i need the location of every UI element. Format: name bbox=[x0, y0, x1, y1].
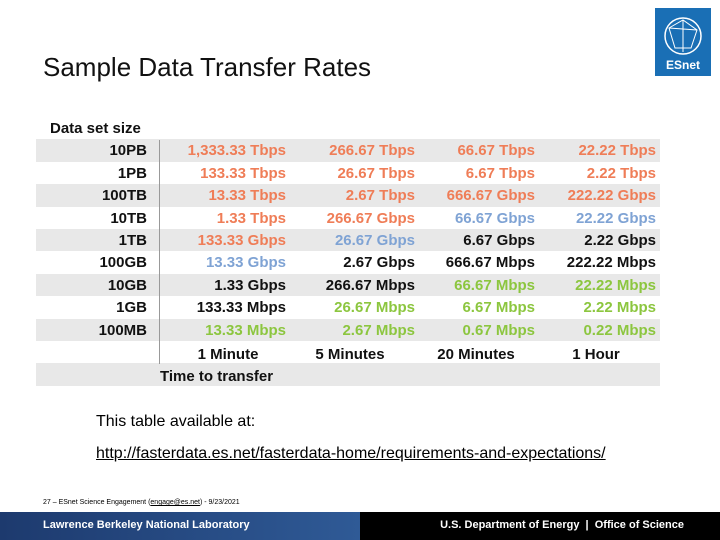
rate-cell: 1,333.33 Tbps bbox=[187, 142, 286, 160]
size-label: 100GB bbox=[99, 254, 147, 272]
rate-cell: 26.67 Mbps bbox=[334, 299, 415, 317]
rate-cell: 66.67 Mbps bbox=[454, 276, 535, 294]
rate-cell: 22.22 Gbps bbox=[575, 209, 656, 227]
rate-cell: 22.22 Tbps bbox=[578, 142, 656, 160]
rate-cell: 2.67 Gbps bbox=[343, 254, 415, 272]
rate-cell: 26.67 Tbps bbox=[337, 164, 415, 182]
rate-cell: 1.33 Gbps bbox=[214, 276, 286, 294]
rate-cell: 26.67 Gbps bbox=[334, 232, 415, 249]
note-link[interactable]: http://fasterdata.es.net/fasterdata-home… bbox=[96, 445, 606, 462]
rate-cell: 222.22 Mbps bbox=[566, 254, 656, 272]
rate-cell: 222.22 Gbps bbox=[567, 187, 656, 205]
rate-cell: 133.33 Tbps bbox=[200, 164, 286, 182]
rate-cell: 13.33 Tbps bbox=[208, 187, 286, 205]
rate-cell: 2.22 Tbps bbox=[586, 164, 656, 182]
rate-cell: 0.67 Mbps bbox=[462, 321, 535, 339]
logo: ESnet bbox=[655, 8, 711, 76]
size-label: 1PB bbox=[117, 164, 147, 182]
corner-header: Data set size bbox=[50, 120, 141, 137]
rate-cell: 6.67 Gbps bbox=[463, 232, 535, 249]
rate-cell: 2.22 Mbps bbox=[583, 299, 656, 317]
note-text: This table available at: bbox=[96, 413, 256, 430]
row-stripe bbox=[36, 318, 660, 341]
rate-cell: 2.67 Tbps bbox=[345, 187, 415, 205]
row-stripe bbox=[36, 184, 660, 207]
rate-cell: 22.22 Mbps bbox=[575, 276, 656, 294]
size-label: 10TB bbox=[110, 209, 147, 227]
footer-date: ) - 9/23/2021 bbox=[199, 499, 240, 506]
logo-graphic bbox=[664, 17, 702, 55]
rate-cell: 6.67 Tbps bbox=[465, 164, 535, 182]
footer-left: Lawrence Berkeley National Laboratory bbox=[0, 512, 360, 540]
row-stripe bbox=[36, 139, 660, 162]
rate-cell: 66.67 Tbps bbox=[457, 142, 535, 160]
slide-title: Sample Data Transfer Rates bbox=[43, 52, 372, 82]
footer-slide: 27 – ESnet Science Engagement ( bbox=[43, 499, 151, 506]
row-stripe bbox=[36, 229, 660, 252]
column-label: 20 Minutes bbox=[437, 346, 515, 363]
rates-table: Data set size 10PB 1,333.33 Tbps 266.67 Tbp… bbox=[36, 112, 660, 396]
row-stripe bbox=[36, 363, 660, 386]
rate-cell: 666.67 Gbps bbox=[446, 187, 535, 205]
rate-cell: 0.22 Mbps bbox=[583, 321, 656, 339]
size-label: 100TB bbox=[101, 187, 147, 205]
rate-cell: 266.67 Gbps bbox=[326, 209, 415, 227]
rate-cell: 266.67 Tbps bbox=[329, 142, 415, 160]
footer-note: 27 – ESnet Science Engagement (engage@es… bbox=[43, 499, 240, 506]
rate-cell: 266.67 Mbps bbox=[325, 276, 415, 294]
footer-right: U.S. Department of Energy | Office of Sc… bbox=[360, 512, 720, 540]
row-stripe bbox=[36, 273, 660, 297]
rate-cell: 6.67 Mbps bbox=[462, 299, 535, 317]
size-label: 1TB bbox=[118, 232, 147, 249]
rate-cell: 1.33 Tbps bbox=[216, 209, 286, 227]
rate-cell: 66.67 Gbps bbox=[454, 209, 535, 227]
footer-email[interactable]: engage@es.net bbox=[150, 499, 200, 506]
rate-cell: 2.22 Gbps bbox=[584, 232, 656, 249]
rate-cell: 133.33 Mbps bbox=[196, 299, 286, 317]
footer-agency: U.S. Department of Energy | Office of Sc… bbox=[440, 519, 684, 531]
size-label: 1GB bbox=[116, 299, 147, 317]
logo-text: ESnet bbox=[665, 58, 700, 72]
column-label: 1 Minute bbox=[197, 346, 259, 363]
rate-cell: 133.33 Gbps bbox=[197, 232, 286, 249]
size-label: 10GB bbox=[107, 276, 147, 294]
rate-cell: 13.33 Gbps bbox=[205, 254, 286, 272]
rate-cell: 13.33 Mbps bbox=[205, 321, 286, 339]
size-label: 100MB bbox=[98, 321, 147, 339]
rate-cell: 2.67 Mbps bbox=[342, 321, 415, 339]
column-label: 5 Minutes bbox=[315, 346, 385, 363]
size-label: 10PB bbox=[109, 142, 147, 160]
column-label: 1 Hour bbox=[572, 346, 620, 363]
column-divider bbox=[159, 140, 160, 365]
footer-lab: Lawrence Berkeley National Laboratory bbox=[43, 519, 250, 531]
rate-cell: 666.67 Mbps bbox=[445, 254, 535, 272]
axis-label: Time to transfer bbox=[160, 368, 274, 386]
